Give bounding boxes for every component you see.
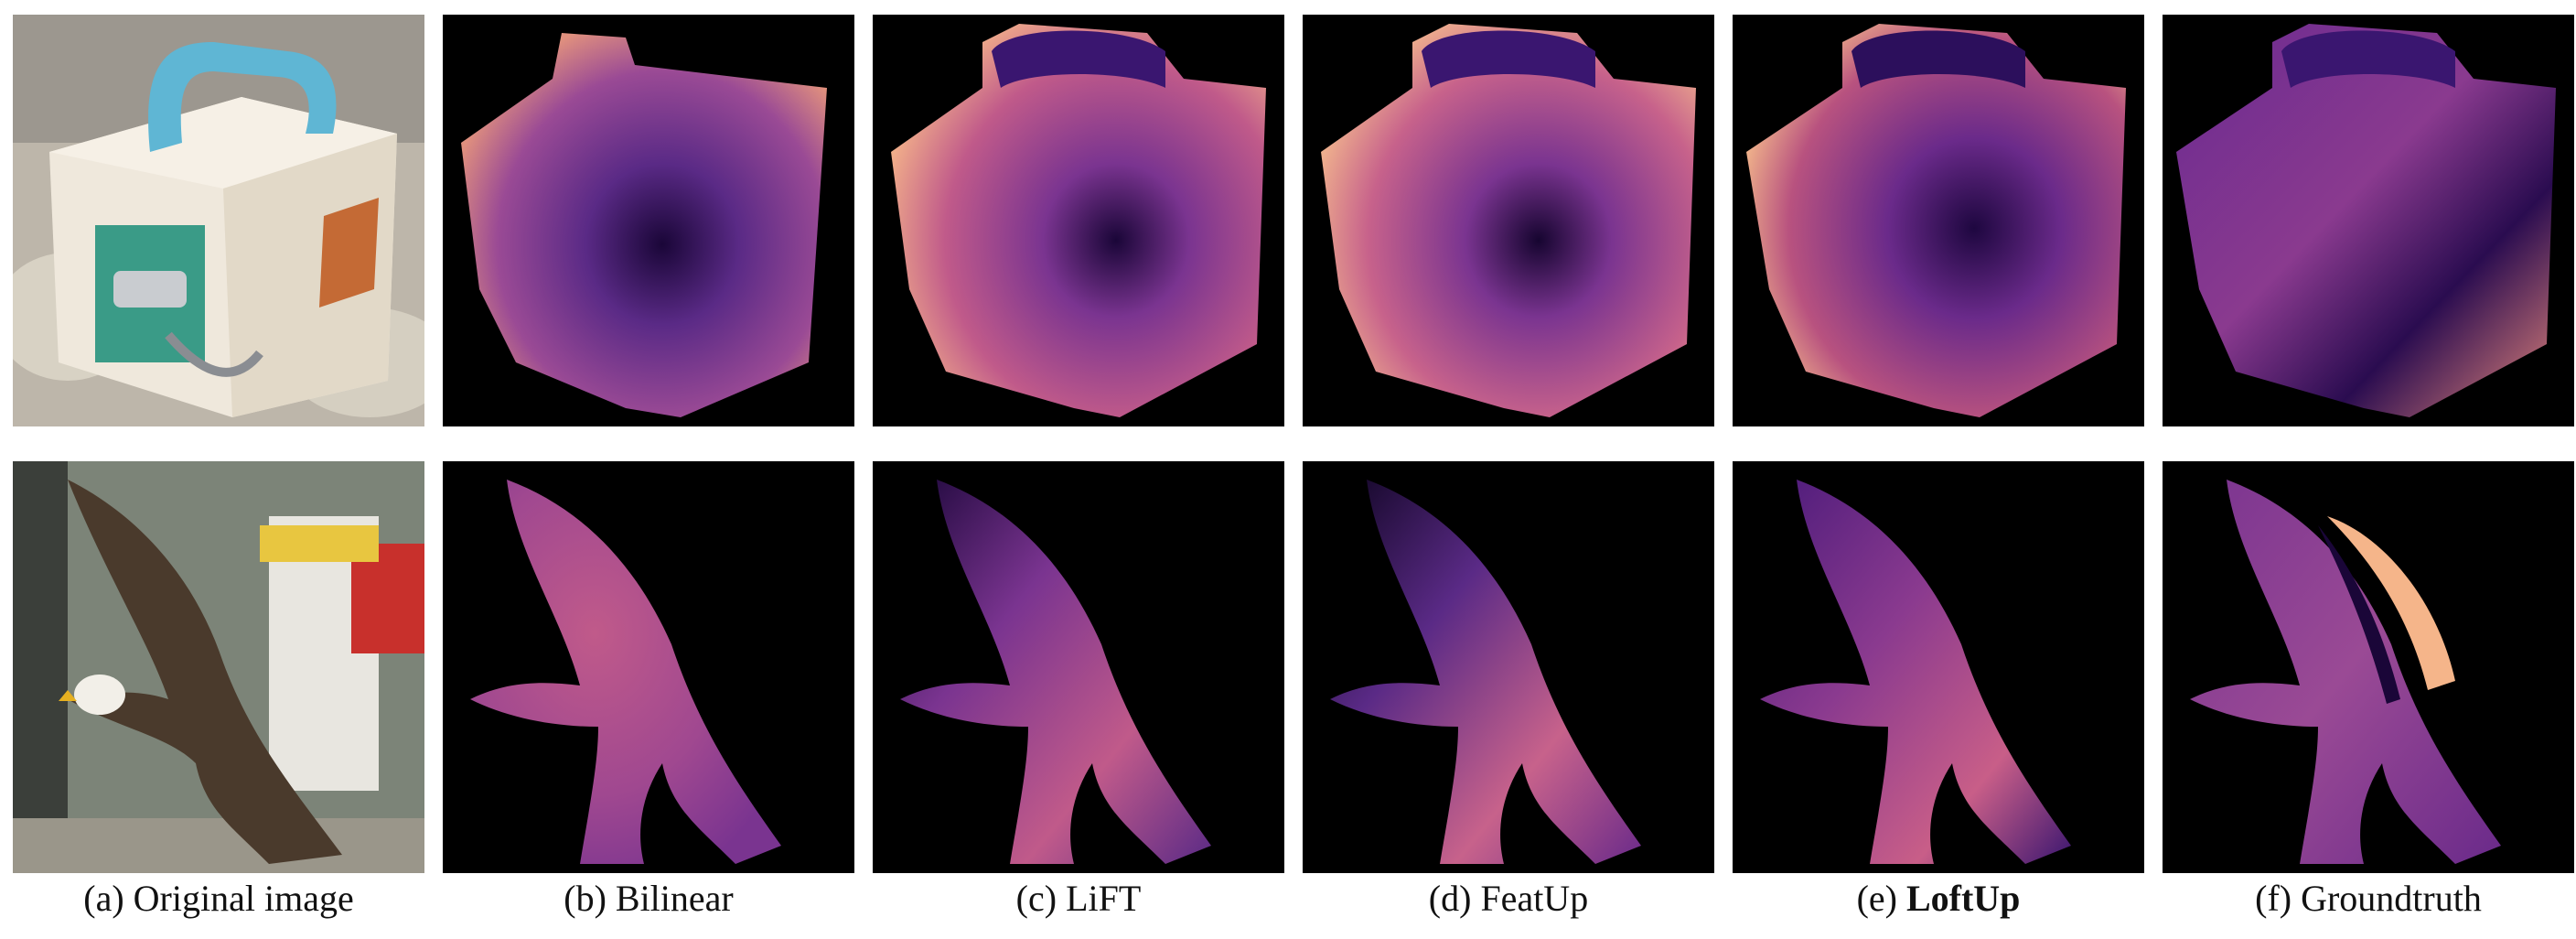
caption-original-image: (a) Original image bbox=[4, 877, 434, 921]
loftup-depth-eagle bbox=[1733, 461, 2144, 873]
caption-featup: (d) FeatUp bbox=[1293, 877, 1723, 921]
caption-prefix: (f) bbox=[2255, 878, 2302, 919]
caption-label: FeatUp bbox=[1480, 878, 1589, 919]
caption-groundtruth: (f) Groundtruth bbox=[2153, 877, 2576, 921]
groundtruth-depth-box bbox=[2163, 15, 2574, 426]
caption-label: Groundtruth bbox=[2301, 878, 2482, 919]
lift-depth-box bbox=[873, 15, 1284, 426]
original-image-box bbox=[13, 15, 424, 426]
bilinear-depth-box bbox=[443, 15, 854, 426]
groundtruth-depth-eagle bbox=[2163, 461, 2574, 873]
caption-prefix: (e) bbox=[1856, 878, 1906, 919]
caption-bilinear: (b) Bilinear bbox=[434, 877, 864, 921]
caption-prefix: (d) bbox=[1428, 878, 1481, 919]
caption-prefix: (c) bbox=[1015, 878, 1067, 919]
caption-loftup: (e) LoftUp bbox=[1723, 877, 2153, 921]
caption-label-bold: LoftUp bbox=[1905, 878, 2021, 919]
caption-prefix: (a) bbox=[83, 878, 134, 919]
caption-lift: (c) LiFT bbox=[864, 877, 1293, 921]
lift-depth-eagle bbox=[873, 461, 1284, 873]
loftup-depth-box bbox=[1733, 15, 2144, 426]
featup-depth-eagle bbox=[1303, 461, 1714, 873]
original-image-eagle bbox=[13, 461, 424, 873]
caption-label: Original image bbox=[133, 878, 354, 919]
caption-label: LiFT bbox=[1066, 878, 1142, 919]
caption-label: Bilinear bbox=[615, 878, 734, 919]
featup-depth-box bbox=[1303, 15, 1714, 426]
caption-prefix: (b) bbox=[564, 878, 616, 919]
bilinear-depth-eagle bbox=[443, 461, 854, 873]
